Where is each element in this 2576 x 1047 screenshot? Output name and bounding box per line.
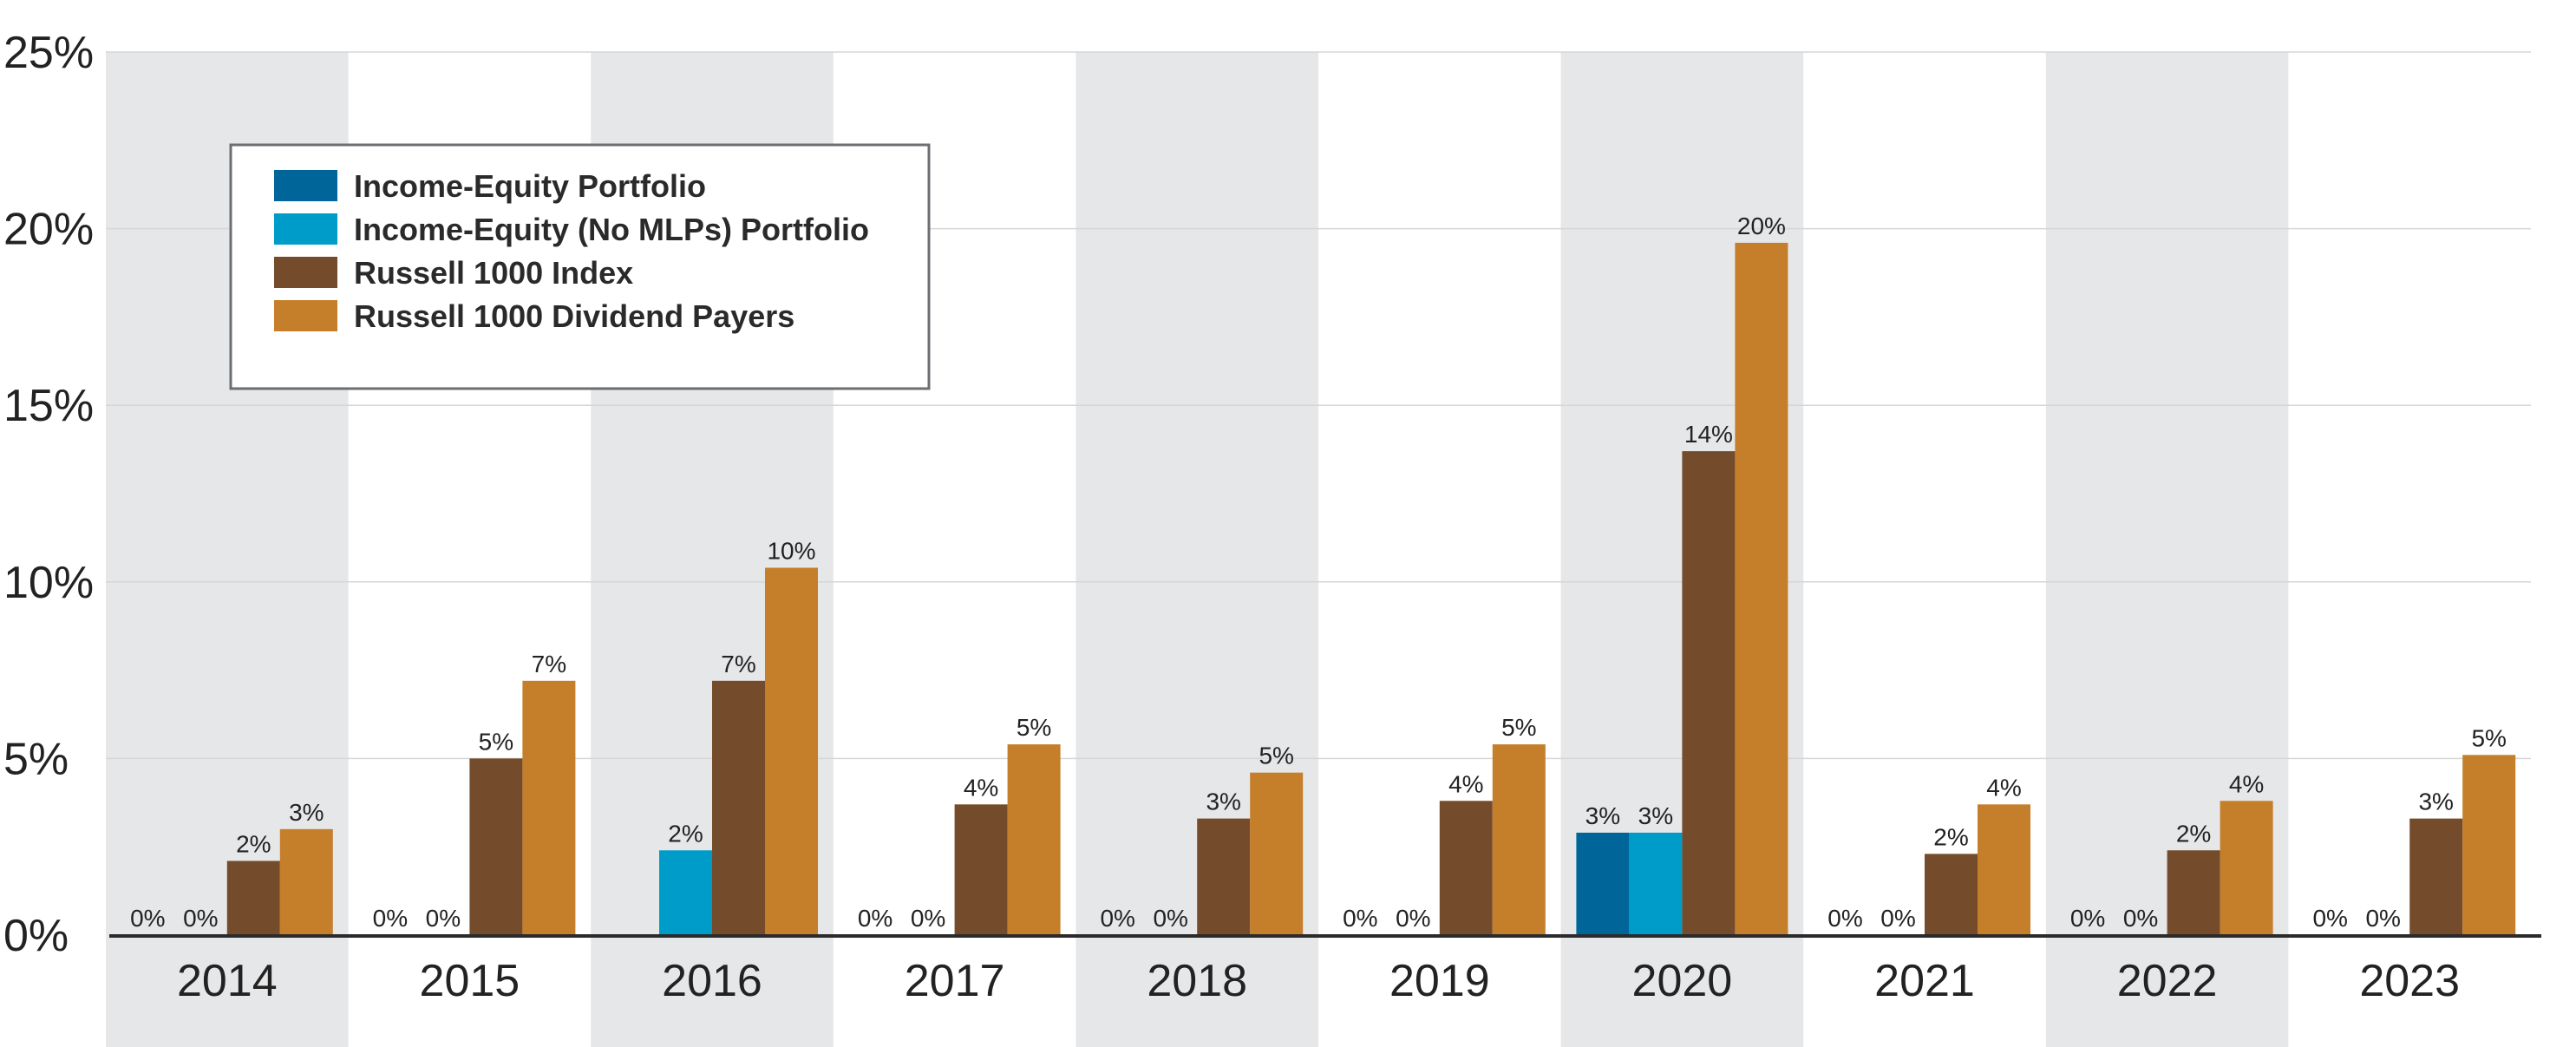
- legend-box: [229, 143, 931, 390]
- y-tick-label: 15%: [3, 381, 94, 431]
- data-label-2016-series-2: 2%: [668, 820, 703, 847]
- data-label-2023-series-1: 0%: [2312, 905, 2347, 932]
- bar-2017-series-3: [954, 804, 1008, 935]
- data-label-2018-series-4: 5%: [1259, 743, 1293, 769]
- data-label-2014-series-1: 0%: [130, 905, 165, 932]
- x-tick-label-2020: 2020: [1632, 956, 1733, 1006]
- data-label-2021-series-4: 4%: [1986, 774, 2021, 801]
- data-label-2022-series-4: 4%: [2229, 770, 2264, 797]
- legend-label-4: Russell 1000 Dividend Payers: [354, 298, 794, 334]
- bar-2015-series-4: [522, 680, 576, 935]
- bar-2015-series-3: [469, 758, 523, 935]
- data-label-2022-series-2: 0%: [2123, 905, 2158, 932]
- bar-2021-series-4: [1978, 804, 2030, 935]
- x-tick-label-2018: 2018: [1147, 956, 1247, 1006]
- data-label-2014-series-3: 2%: [236, 830, 271, 857]
- bar-2014-series-3: [226, 861, 280, 935]
- data-label-2016-series-3: 7%: [721, 651, 755, 677]
- legend-label-3: Russell 1000 Index: [354, 255, 633, 291]
- bar-2016-series-3: [712, 680, 765, 935]
- data-label-2018-series-2: 0%: [1153, 905, 1187, 932]
- data-label-2019-series-1: 0%: [1343, 905, 1377, 932]
- bar-2019-series-4: [1492, 744, 1546, 935]
- legend-swatch-3: [274, 257, 337, 288]
- data-label-2015-series-3: 5%: [479, 728, 513, 755]
- y-tick-label: 10%: [3, 558, 94, 608]
- x-tick-label-2019: 2019: [1389, 956, 1490, 1006]
- x-tick-label-2021: 2021: [1874, 956, 1975, 1006]
- bar-2017-series-4: [1007, 744, 1061, 935]
- bar-2020-series-4: [1735, 242, 1788, 935]
- bar-2014-series-4: [279, 828, 333, 935]
- data-label-2020-series-4: 20%: [1737, 213, 1786, 239]
- data-label-2019-series-3: 4%: [1448, 770, 1483, 797]
- x-tick-label-2023: 2023: [2359, 956, 2460, 1006]
- data-label-2017-series-1: 0%: [858, 905, 892, 932]
- bar-2022-series-3: [2167, 850, 2220, 935]
- data-label-2018-series-1: 0%: [1100, 905, 1134, 932]
- legend-label-2: Income-Equity (No MLPs) Portfolio: [354, 212, 869, 247]
- data-label-2023-series-2: 0%: [2365, 905, 2400, 932]
- data-label-2022-series-1: 0%: [2070, 905, 2105, 932]
- data-label-2017-series-3: 4%: [964, 774, 998, 801]
- data-label-2020-series-3: 14%: [1684, 421, 1733, 448]
- legend-label-1: Income-Equity Portfolio: [354, 168, 706, 204]
- data-label-2015-series-2: 0%: [426, 905, 461, 932]
- legend-swatch-2: [274, 213, 337, 245]
- data-label-2020-series-1: 3%: [1585, 802, 1620, 829]
- y-tick-label: 5%: [3, 734, 69, 784]
- bar-2020-series-2: [1629, 832, 1683, 935]
- data-label-2014-series-4: 3%: [289, 799, 324, 826]
- data-label-2014-series-2: 0%: [183, 905, 218, 932]
- bar-2022-series-4: [2220, 801, 2273, 935]
- data-label-2023-series-4: 5%: [2471, 724, 2506, 751]
- y-tick-label: 25%: [3, 28, 94, 78]
- bar-2023-series-4: [2462, 755, 2516, 935]
- data-label-2017-series-2: 0%: [911, 905, 945, 932]
- bar-2016-series-2: [659, 850, 712, 935]
- data-label-2015-series-1: 0%: [373, 905, 408, 932]
- data-label-2023-series-3: 3%: [2418, 789, 2453, 815]
- data-label-2019-series-2: 0%: [1396, 905, 1430, 932]
- x-tick-label-2014: 2014: [177, 956, 278, 1006]
- data-label-2015-series-4: 7%: [532, 651, 566, 677]
- data-label-2021-series-3: 2%: [1933, 823, 1968, 850]
- legend-swatch-4: [274, 300, 337, 331]
- y-tick-label: 20%: [3, 205, 94, 255]
- data-label-2019-series-4: 5%: [1501, 714, 1536, 741]
- bar-2018-series-3: [1197, 818, 1251, 935]
- data-label-2022-series-3: 2%: [2176, 820, 2211, 847]
- x-tick-label-2017: 2017: [905, 956, 1005, 1006]
- x-tick-label-2016: 2016: [662, 956, 762, 1006]
- data-label-2021-series-1: 0%: [1827, 905, 1862, 932]
- bar-2019-series-3: [1439, 801, 1493, 935]
- bar-2020-series-3: [1682, 451, 1736, 935]
- x-tick-label-2015: 2015: [420, 956, 520, 1006]
- data-label-2018-series-3: 3%: [1206, 789, 1240, 815]
- bar-2018-series-4: [1250, 772, 1304, 935]
- data-label-2020-series-2: 3%: [1638, 802, 1673, 829]
- bar-2020-series-1: [1576, 832, 1630, 935]
- bar-2016-series-4: [765, 567, 818, 935]
- legend-swatch-1: [274, 170, 337, 201]
- data-label-2016-series-4: 10%: [767, 538, 815, 565]
- x-tick-label-2022: 2022: [2117, 956, 2218, 1006]
- bar-2023-series-3: [2409, 818, 2463, 935]
- bar-2021-series-3: [1925, 854, 1978, 935]
- data-label-2017-series-4: 5%: [1017, 714, 1051, 741]
- data-label-2021-series-2: 0%: [1880, 905, 1915, 932]
- y-tick-label: 0%: [3, 911, 69, 961]
